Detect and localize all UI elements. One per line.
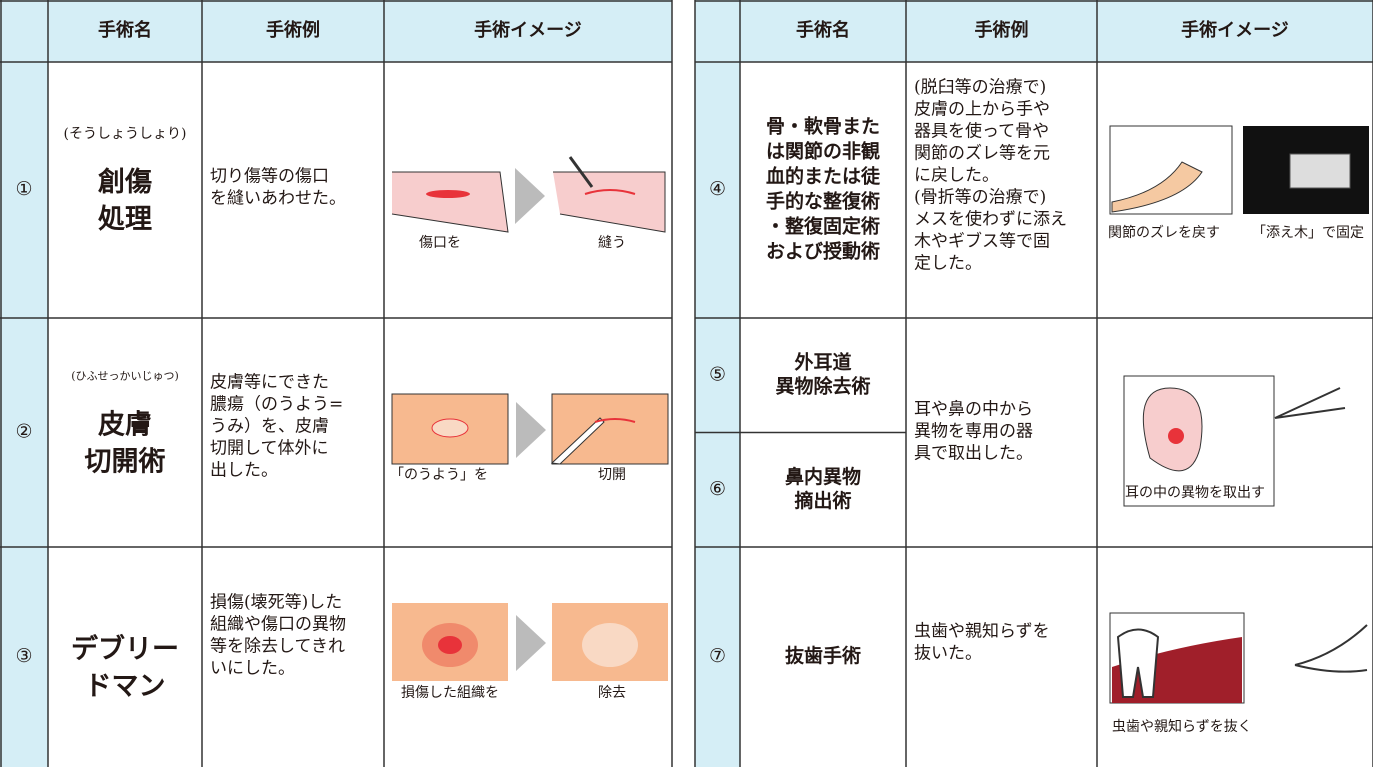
row-number: ⑤: [709, 363, 726, 385]
procedure-name: 異物除去術: [775, 374, 870, 397]
procedure-name: および授動術: [766, 240, 880, 263]
example-text: 皮膚等にできた: [210, 373, 329, 393]
reading: (ひふせっかいじゅつ): [71, 370, 179, 383]
example-text: 木やギブス等で固: [914, 231, 1050, 252]
example-text: メスを使わずに添え: [914, 209, 1067, 230]
example-text: 等を除去してきれ: [210, 637, 345, 657]
procedure-name: 外耳道: [794, 350, 851, 373]
suture: [584, 189, 636, 195]
image-caption: 「のうよう」を: [390, 467, 488, 483]
procedure-name: 皮膚: [98, 410, 152, 441]
number-col-bg: [695, 62, 740, 767]
row-number: ①: [15, 178, 32, 200]
header-label: 手術名: [796, 19, 850, 41]
abscess: [431, 418, 469, 438]
image-caption: 傷口を: [419, 235, 461, 251]
image-caption: 耳の中の異物を取出す: [1125, 485, 1265, 501]
example-text: 定した。: [914, 254, 982, 274]
row-number: ⑥: [709, 478, 726, 500]
procedure-name: 手的な整復術: [766, 190, 880, 213]
procedure-name: 抜歯手術: [785, 644, 861, 667]
example-text: 器具を使って骨や: [914, 121, 1049, 142]
arrow-icon: [515, 168, 545, 224]
example-text: 抜いた。: [914, 644, 982, 664]
procedure-name: デブリー: [71, 633, 179, 665]
procedure-name: 摘出術: [794, 489, 851, 512]
arm-illustration: [1111, 161, 1203, 213]
example-text: 虫歯や親知らずを: [914, 622, 1050, 642]
arrow-icon: [516, 402, 546, 458]
procedure-name: 血的または徒: [766, 165, 881, 188]
row-number: ④: [709, 178, 726, 200]
example-text: 損傷(壊死等)した: [210, 593, 342, 613]
splint: [1289, 153, 1351, 189]
forceps: [568, 156, 594, 188]
example-text: を縫いあわせた。: [210, 189, 346, 209]
example-text: うみ）を、皮膚: [210, 417, 329, 437]
number-col-bg: [0, 62, 48, 767]
procedure-name: 骨・軟骨また: [766, 115, 880, 138]
foreign-body: [1168, 428, 1184, 444]
header-bg: [0, 0, 672, 62]
cleaned-area: [582, 623, 638, 667]
damaged-tissue: [438, 636, 462, 654]
example-text: 組織や傷口の異物: [210, 615, 346, 635]
wound: [426, 190, 470, 198]
image-caption: 切開: [598, 467, 626, 483]
tooth: [1116, 628, 1160, 698]
image-caption: 縫う: [598, 235, 626, 251]
procedure-name: は関節の非観: [766, 140, 880, 163]
tweezers: [1274, 387, 1346, 419]
example-text: 膿瘍（のうよう=: [210, 395, 343, 415]
row-number: ②: [15, 421, 32, 443]
example-text: 具で取出した。: [914, 444, 1033, 464]
header-label: 手術イメージ: [474, 19, 582, 41]
header-label: 手術イメージ: [1181, 19, 1289, 41]
reading: (そうしょうしょり): [64, 126, 187, 142]
example-text: いにした。: [210, 659, 295, 679]
image-caption: 「添え木」で固定: [1252, 225, 1364, 241]
example-text: 関節のズレ等を元: [914, 144, 1050, 164]
procedure-name: ・整復固定術: [766, 215, 880, 238]
arrow-icon: [516, 615, 546, 671]
image-caption: 虫歯や親知らずを抜く: [1112, 718, 1252, 735]
header-label: 手術名: [98, 19, 152, 41]
arm-illustration: [391, 171, 509, 233]
procedure-name: ドマン: [85, 671, 166, 702]
pliers: [1294, 624, 1368, 673]
procedure-name: 鼻内異物: [785, 465, 861, 488]
procedure-name: 処理: [98, 203, 152, 235]
example-text: 異物を専用の器: [914, 422, 1033, 442]
incision: [594, 418, 636, 423]
image-caption: 損傷した組織を: [401, 685, 499, 701]
image-caption: 除去: [598, 685, 626, 701]
header-label: 手術例: [975, 19, 1029, 41]
header-label: 手術例: [266, 19, 320, 41]
header-bg: [695, 0, 1373, 62]
procedure-name: 切開術: [85, 447, 166, 478]
scalpel: [550, 417, 605, 465]
procedure-name: 創傷: [98, 167, 152, 198]
image-caption: 関節のズレを戻す: [1108, 224, 1220, 241]
example-text: 耳や鼻の中から: [914, 400, 1033, 420]
example-text: 切り傷等の傷口: [210, 167, 329, 187]
example-text: 出した。: [210, 461, 278, 481]
arm-illustration: [553, 171, 666, 233]
example-text: 切開して体外に: [210, 439, 329, 459]
row-number: ⑦: [709, 645, 726, 667]
row-number: ③: [15, 645, 32, 667]
example-text: (脱臼等の治療で): [914, 78, 1046, 98]
example-text: (骨折等の治療で): [914, 188, 1046, 208]
example-text: 皮膚の上から手や: [914, 100, 1050, 120]
example-text: に戻した。: [914, 166, 999, 186]
